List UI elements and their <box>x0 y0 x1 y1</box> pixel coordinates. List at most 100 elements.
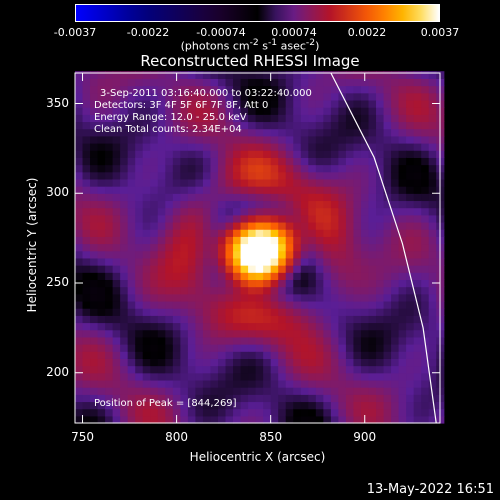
heatmap-cell <box>135 250 144 259</box>
heatmap-cell <box>112 71 121 79</box>
heatmap-cell <box>127 336 136 345</box>
heatmap-cell <box>360 372 370 381</box>
heatmap-cell <box>270 336 279 345</box>
heatmap-cell <box>180 207 189 216</box>
heatmap-cell <box>150 336 159 345</box>
heatmap-cell <box>255 121 264 130</box>
heatmap-cell <box>90 250 99 259</box>
heatmap-cell <box>255 293 264 302</box>
heatmap-cell <box>383 150 392 158</box>
heatmap-cell <box>82 71 91 79</box>
heatmap-cell <box>150 365 159 374</box>
heatmap-cell <box>157 157 166 166</box>
heatmap-cell <box>255 164 264 173</box>
heatmap-cell <box>210 358 219 367</box>
heatmap-cell <box>345 265 355 273</box>
heatmap-cell <box>225 171 234 180</box>
colorbar-tick: 0.00074 <box>271 26 317 39</box>
heatmap-cell <box>82 78 91 87</box>
heatmap-cell <box>202 114 212 123</box>
heatmap-cell <box>285 344 294 352</box>
heatmap-cell <box>368 300 377 309</box>
heatmap-cell <box>210 107 219 115</box>
heatmap-cell <box>398 336 407 345</box>
heatmap-cell <box>428 186 437 194</box>
heatmap-cell <box>165 178 174 187</box>
heatmap-cell <box>210 257 219 266</box>
heatmap-cell <box>217 150 227 158</box>
heatmap-cell <box>180 221 189 230</box>
heatmap-cell <box>406 415 415 424</box>
heatmap-cell <box>120 99 129 108</box>
heatmap-cell <box>105 71 114 79</box>
heatmap-cell <box>278 293 287 302</box>
heatmap-cell <box>225 164 234 173</box>
heatmap-cell <box>90 415 99 424</box>
heatmap-cell <box>315 344 324 352</box>
heatmap-cell <box>105 236 114 245</box>
heatmap-cell <box>120 394 129 403</box>
heatmap-cell <box>391 135 400 144</box>
y-tick-label: 200 <box>46 364 69 379</box>
heatmap-cell <box>97 401 106 410</box>
heatmap-cell <box>225 344 234 352</box>
heatmap-cell <box>142 351 151 359</box>
heatmap-cell <box>270 229 279 237</box>
heatmap-cell <box>285 408 294 417</box>
heatmap-cell <box>120 128 129 137</box>
heatmap-cell <box>263 300 272 309</box>
heatmap-cell <box>398 322 407 331</box>
heatmap-cell <box>90 135 99 144</box>
heatmap-cell <box>120 300 129 309</box>
heatmap-cell <box>428 85 437 94</box>
heatmap-cell <box>142 379 151 388</box>
heatmap-cell <box>248 178 257 187</box>
heatmap-cell <box>120 178 129 187</box>
heatmap-cell <box>360 250 370 259</box>
heatmap-cell <box>180 322 189 331</box>
heatmap-cell <box>330 171 340 180</box>
heatmap-cell <box>255 308 264 316</box>
heatmap-cell <box>187 250 197 259</box>
heatmap-cell <box>97 71 106 79</box>
heatmap-cell <box>360 322 370 331</box>
heatmap-cell <box>413 121 422 130</box>
heatmap-cell <box>112 143 121 151</box>
heatmap-cell <box>345 257 355 266</box>
heatmap-cell <box>172 150 181 158</box>
heatmap-cell <box>82 387 91 395</box>
heatmap-cell <box>428 315 437 324</box>
heatmap-cell <box>330 186 340 194</box>
heatmap-cell <box>172 322 181 331</box>
heatmap-cell <box>421 171 430 180</box>
heatmap-cell <box>368 293 377 302</box>
heatmap-cell <box>338 85 347 94</box>
heatmap-cell <box>270 157 279 166</box>
heatmap-cell <box>383 114 392 123</box>
heatmap-cell <box>323 279 332 288</box>
heatmap-cell <box>217 300 227 309</box>
heatmap-cell <box>97 99 106 108</box>
heatmap-cell <box>383 229 392 237</box>
heatmap-cell <box>90 128 99 137</box>
heatmap-cell <box>428 143 437 151</box>
heatmap-cell <box>406 365 415 374</box>
heatmap-cell <box>413 344 422 352</box>
heatmap-cell <box>97 308 106 316</box>
heatmap-cell <box>195 415 204 424</box>
heatmap-cell <box>195 401 204 410</box>
heatmap-cell <box>383 78 392 87</box>
heatmap-cell <box>225 358 234 367</box>
heatmap-cell <box>75 128 84 137</box>
heatmap-cell <box>165 336 174 345</box>
heatmap-cell <box>338 114 347 123</box>
heatmap-cell <box>360 365 370 374</box>
heatmap-cell <box>150 236 159 245</box>
heatmap-cell <box>225 387 234 395</box>
heatmap-cell <box>323 150 332 158</box>
heatmap-cell <box>97 351 106 359</box>
heatmap-cell <box>187 78 197 87</box>
heatmap-cell <box>308 387 317 395</box>
heatmap-cell <box>345 408 355 417</box>
heatmap-cell <box>330 135 340 144</box>
